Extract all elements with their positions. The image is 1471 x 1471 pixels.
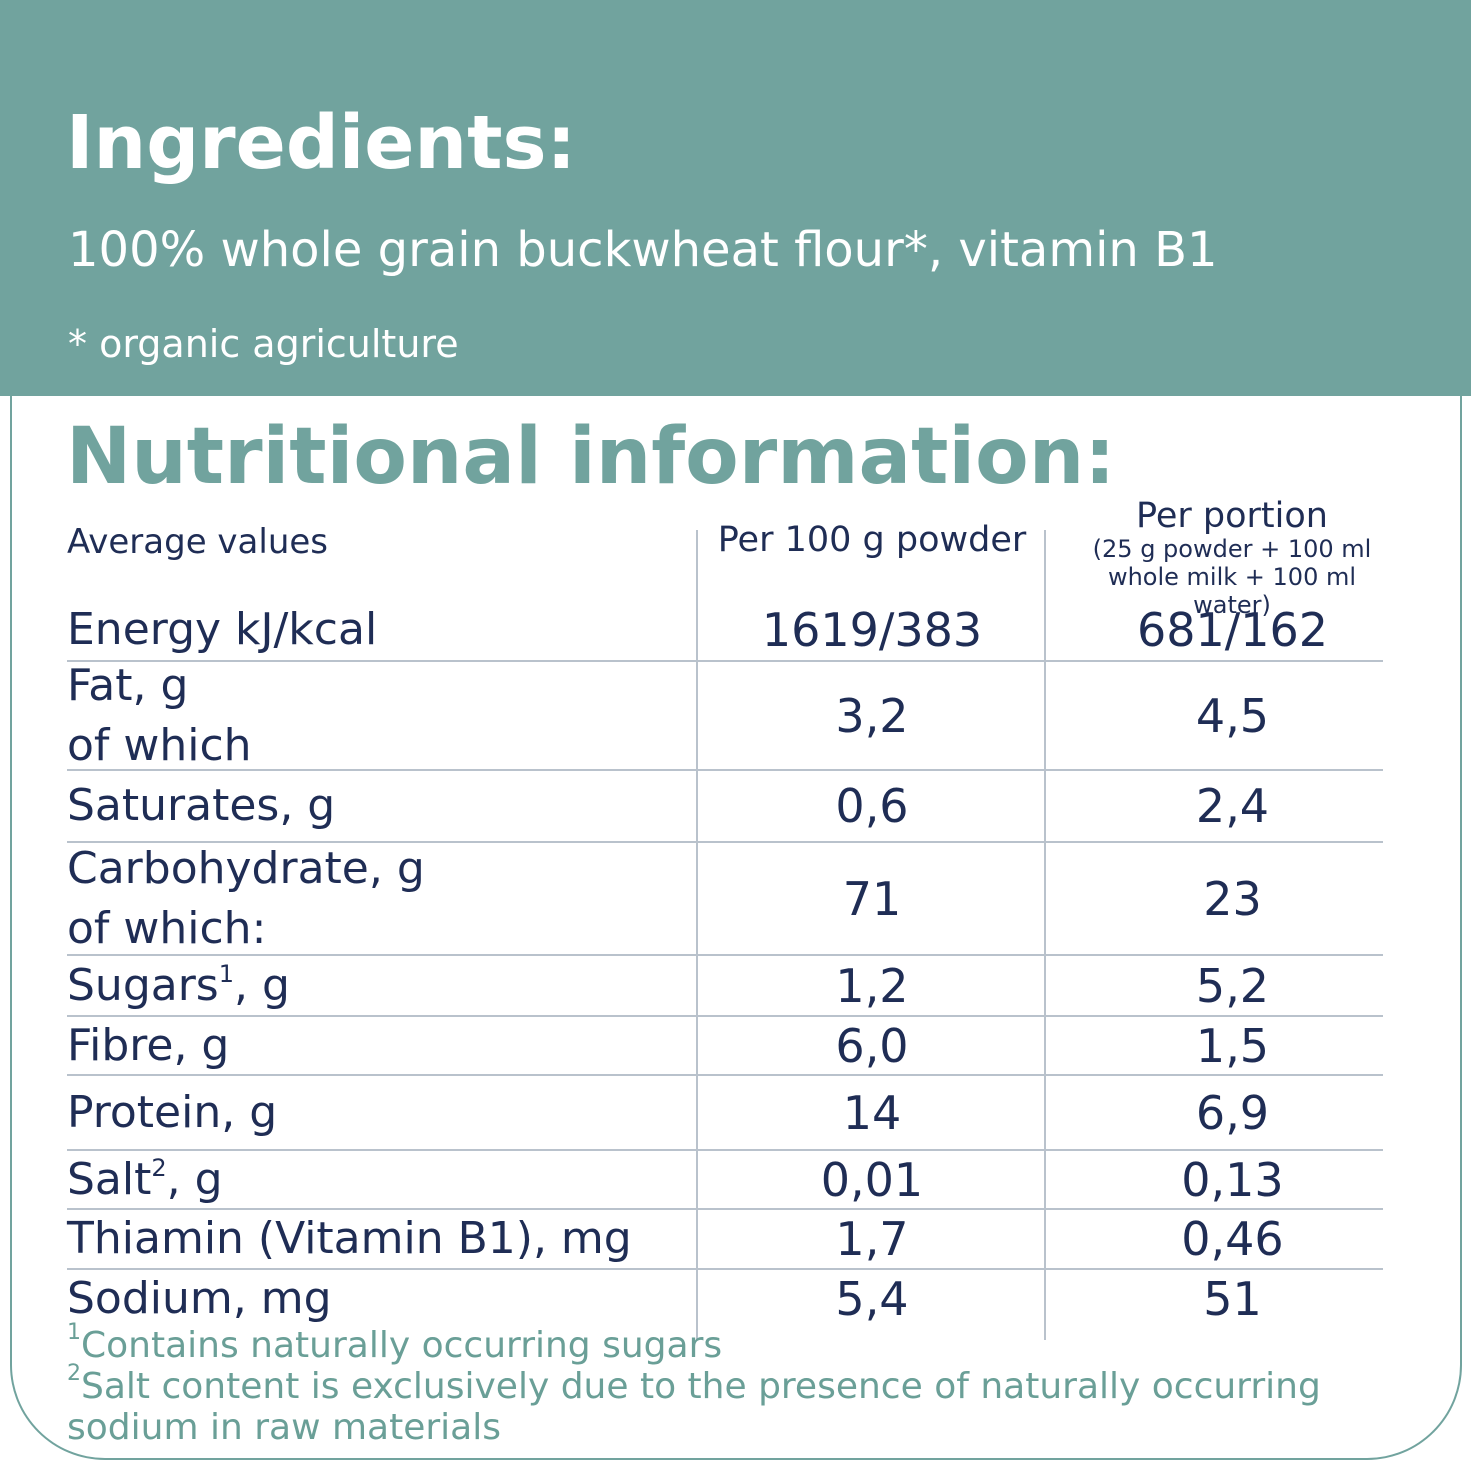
value-text: 14 [842, 1085, 902, 1140]
row-divider [67, 660, 1383, 662]
label-line: Carbohydrate, g [67, 842, 425, 894]
label-line: Saturates, g [67, 780, 336, 831]
cell-value: 1619/383 [697, 598, 1047, 661]
value-text: 1,5 [1195, 1018, 1270, 1073]
value-text: 0,6 [835, 779, 909, 833]
nutrition-title: Nutritional information: [66, 412, 1116, 502]
row-divider [67, 1149, 1383, 1151]
row-divider [67, 1268, 1383, 1270]
value-text: 51 [1203, 1271, 1262, 1326]
row-divider [67, 1015, 1383, 1017]
value-text: 4,5 [1195, 688, 1270, 743]
cell-value: 0,6 [697, 770, 1047, 842]
label-line: of which: [67, 902, 267, 954]
footnote-text: Contains naturally occurring sugars [81, 1325, 723, 1366]
value-text: 3,2 [835, 688, 909, 743]
footnote: 1Contains naturally occurring sugars [67, 1322, 1337, 1367]
nutrition-panel [10, 380, 1462, 1460]
cell-value: 0,13 [1045, 1150, 1420, 1209]
value-text: 2,4 [1195, 779, 1270, 833]
cell-value: 1,7 [697, 1209, 1047, 1269]
value-text: 5,2 [1195, 958, 1270, 1013]
row-divider [67, 841, 1383, 843]
footnote-text: Salt content is exclusively due to the p… [67, 1366, 1321, 1448]
row-label: Salt2, g [67, 1150, 687, 1209]
row-label: Fat, g of which [67, 660, 687, 771]
value-text: 0,46 [1181, 1212, 1284, 1266]
column-divider [1044, 530, 1046, 1340]
footnote-ref: 1 [218, 959, 235, 988]
label-line: Fibre, g [67, 1019, 230, 1071]
label-text: Sugars [67, 959, 219, 1011]
ingredients-text: 100% whole grain buckwheat flour*, vitam… [68, 222, 1218, 278]
label-line: Salt2, g [67, 1150, 687, 1210]
cell-value: 51 [1045, 1269, 1420, 1328]
row-label: Energy kJ/kcal [67, 598, 687, 661]
ingredients-panel [0, 0, 1471, 396]
cell-value: 2,4 [1045, 770, 1420, 842]
cell-value: 6,9 [1045, 1075, 1420, 1150]
cell-value: 71 [697, 842, 1047, 955]
label-text: Salt [67, 1153, 152, 1205]
cell-value: 0,01 [697, 1150, 1047, 1209]
value-text: 5,4 [835, 1271, 909, 1326]
ingredients-note: * organic agriculture [68, 322, 459, 366]
header-col1: Per 100 g powder [717, 520, 1027, 560]
header-col2: Per portion [1136, 496, 1328, 536]
row-label: Protein, g [67, 1075, 687, 1150]
row-divider [67, 1074, 1383, 1076]
label-line: of which [67, 719, 252, 771]
row-label: Fibre, g [67, 1016, 687, 1075]
cell-value: 14 [697, 1075, 1047, 1150]
row-label: Sugars1, g [67, 955, 687, 1016]
value-text: 1,7 [835, 1212, 909, 1266]
value-text: 681/162 [1136, 602, 1329, 657]
header-col2-note: (25 g powder + 100 ml whole milk + 100 m… [1092, 535, 1372, 619]
cell-value: 1,2 [697, 955, 1047, 1016]
ingredients-title: Ingredients: [66, 100, 577, 186]
column-divider [696, 530, 698, 1340]
row-label: Carbohydrate, g of which: [67, 842, 687, 955]
value-text: 1619/383 [761, 602, 983, 657]
label-line: Energy kJ/kcal [67, 603, 378, 655]
label-line: Fat, g [67, 659, 189, 711]
value-text: 0,13 [1181, 1152, 1284, 1207]
value-text: 0,01 [820, 1152, 924, 1207]
value-text: 6,0 [835, 1018, 909, 1073]
cell-value: 3,2 [697, 661, 1047, 770]
row-label: Sodium, mg [67, 1269, 687, 1328]
row-label: Thiamin (Vitamin B1), mg [67, 1209, 687, 1269]
footnote-mark: 2 [67, 1361, 81, 1386]
cell-value: 5,4 [697, 1269, 1047, 1328]
header-label: Average values [67, 522, 329, 562]
cell-value: 4,5 [1045, 661, 1420, 770]
value-text: 6,9 [1195, 1085, 1270, 1140]
footnote-ref: 2 [151, 1153, 167, 1182]
row-divider [67, 954, 1383, 956]
cell-value: 1,5 [1045, 1016, 1420, 1075]
label-line: Thiamin (Vitamin B1), mg [67, 1213, 632, 1264]
label-line: Sugars1, g [67, 956, 687, 1016]
footnote: 2Salt content is exclusively due to the … [67, 1363, 1337, 1449]
label-line: Protein, g [67, 1086, 278, 1138]
label-line: Sodium, mg [67, 1272, 332, 1324]
label-unit: , g [166, 1153, 223, 1205]
cell-value: 5,2 [1045, 955, 1420, 1016]
label-unit: , g [234, 959, 290, 1011]
row-divider [67, 1208, 1383, 1210]
value-text: 71 [842, 871, 902, 926]
cell-value: 681/162 [1045, 598, 1420, 661]
value-text: 1,2 [835, 958, 909, 1013]
value-text: 23 [1203, 871, 1262, 926]
cell-value: 6,0 [697, 1016, 1047, 1075]
row-divider [67, 769, 1383, 771]
cell-value: 0,46 [1045, 1209, 1420, 1269]
row-label: Saturates, g [67, 770, 687, 842]
footnote-mark: 1 [67, 1320, 81, 1345]
cell-value: 23 [1045, 842, 1420, 955]
